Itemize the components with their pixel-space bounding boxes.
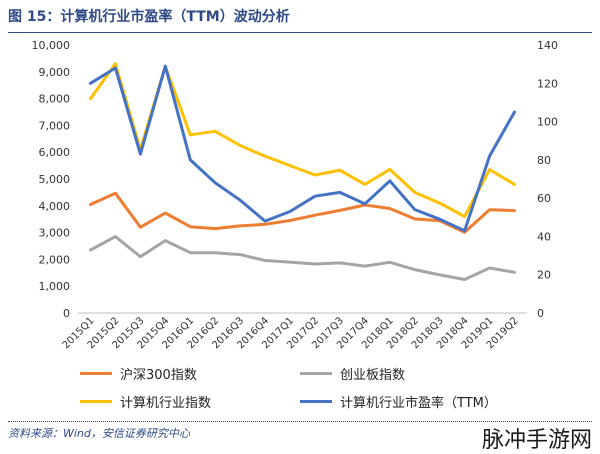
y-left-tick-label: 1,000 xyxy=(39,280,71,293)
y-left-tick-label: 9,000 xyxy=(39,66,71,79)
legend-item-cyb: 创业板指数 xyxy=(300,364,405,383)
chart-series xyxy=(89,62,516,281)
y-right-tick-label: 60 xyxy=(537,192,551,205)
y-right-tick-label: 140 xyxy=(537,39,558,52)
series-line-3 xyxy=(89,64,516,233)
y-right-tick-label: 120 xyxy=(537,77,558,90)
watermark: 脉冲手游网 xyxy=(481,428,592,453)
legend-swatch-jsj-index xyxy=(80,400,112,403)
legend-item-hs300: 沪深300指数 xyxy=(80,364,197,383)
legend-label-cyb: 创业板指数 xyxy=(340,368,406,383)
y-left-tick-label: 5,000 xyxy=(39,173,71,186)
legend-label-jsj-pe: 计算机行业市盈率（TTM） xyxy=(340,396,497,411)
legend: 沪深300指数 创业板指数 计算机行业指数 计算机行业市盈率（TTM） xyxy=(80,364,550,416)
series-line-2 xyxy=(89,62,516,218)
legend-swatch-hs300 xyxy=(80,372,112,375)
legend-item-jsj-index: 计算机行业指数 xyxy=(80,392,211,411)
source-divider xyxy=(8,421,592,422)
y-right-tick-label: 40 xyxy=(537,230,551,243)
y-left-tick-label: 6,000 xyxy=(39,146,71,159)
title-underline xyxy=(8,32,592,33)
legend-swatch-cyb xyxy=(300,372,332,375)
legend-label-jsj-index: 计算机行业指数 xyxy=(120,396,212,411)
source-note: 资料来源：Wind，安信证券研究中心 xyxy=(8,427,190,440)
y-left-tick-label: 4,000 xyxy=(39,200,71,213)
y-left-tick-label: 2,000 xyxy=(39,253,71,266)
chart-title: 图 15：计算机行业市盈率（TTM）波动分析 xyxy=(8,9,290,25)
series-line-1 xyxy=(89,235,516,281)
series-line-0 xyxy=(89,191,516,234)
legend-label-hs300: 沪深300指数 xyxy=(120,368,197,383)
y-right-tick-label: 0 xyxy=(537,307,544,320)
y-right-tick-label: 20 xyxy=(537,269,551,282)
legend-item-jsj-pe: 计算机行业市盈率（TTM） xyxy=(300,392,497,411)
y-right-tick-label: 100 xyxy=(537,116,558,129)
y-left-tick-label: 0 xyxy=(63,307,70,320)
y-right-tick-label: 80 xyxy=(537,154,551,167)
legend-swatch-jsj-pe xyxy=(300,400,332,403)
y-left-tick-label: 7,000 xyxy=(39,119,71,132)
title-row: 图 15：计算机行业市盈率（TTM）波动分析 xyxy=(8,6,592,33)
y-left-tick-label: 3,000 xyxy=(39,227,71,240)
y-left-tick-label: 8,000 xyxy=(39,93,71,106)
y-left-tick-label: 10,000 xyxy=(32,39,71,52)
